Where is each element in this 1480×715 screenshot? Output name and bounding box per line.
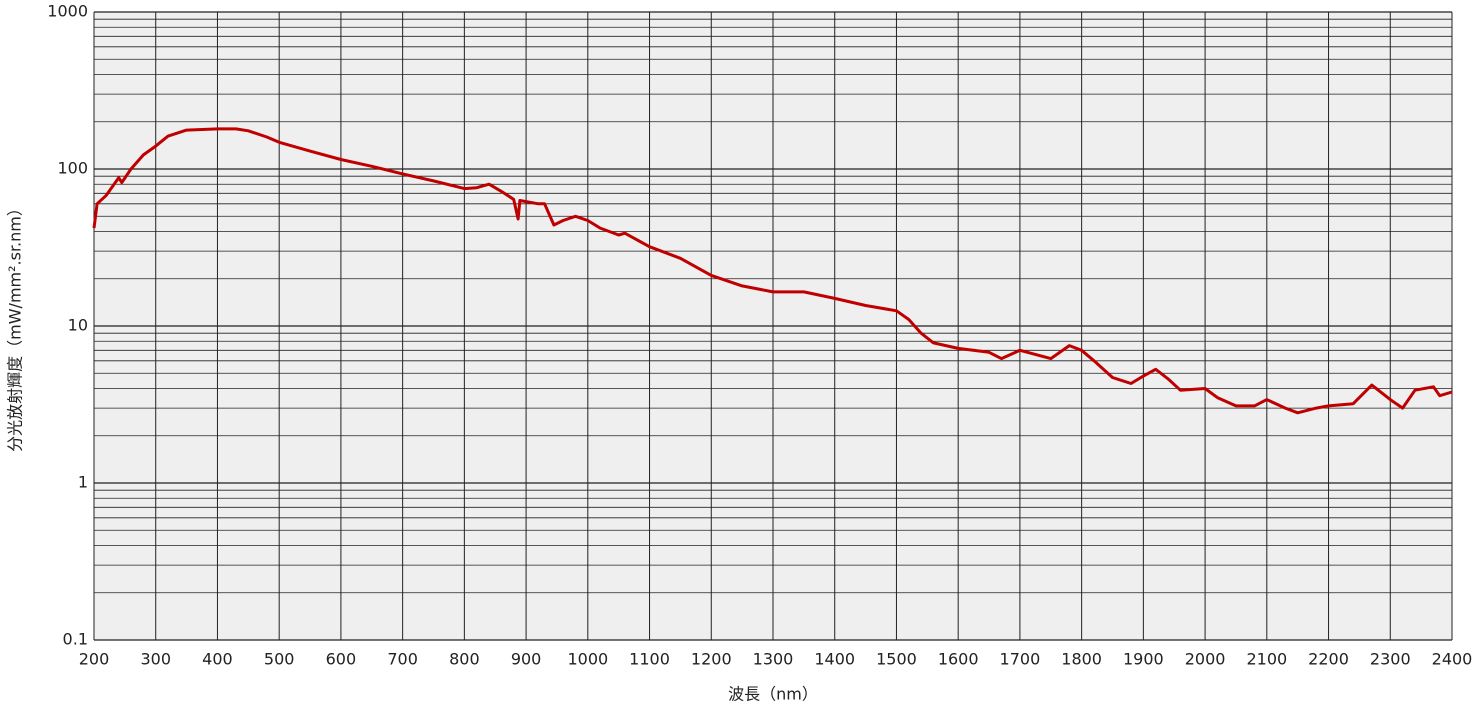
x-tick-label: 1500 (876, 650, 917, 669)
x-axis-label: 波長（nm） (728, 685, 818, 704)
data-line (92, 127, 1453, 415)
x-tick-label: 600 (326, 650, 357, 669)
x-tick-label: 700 (387, 650, 418, 669)
x-tick-label: 900 (511, 650, 542, 669)
x-tick-label: 200 (79, 650, 110, 669)
x-tick-label: 1100 (629, 650, 670, 669)
x-tick-label: 1000 (567, 650, 608, 669)
x-tick-label: 1600 (938, 650, 979, 669)
y-tick-label: 10 (68, 316, 88, 335)
x-tick-label: 1800 (1061, 650, 1102, 669)
y-tick-label: 0.1 (63, 630, 88, 649)
x-tick-label: 2300 (1370, 650, 1411, 669)
x-tick-label: 300 (140, 650, 171, 669)
x-tick-label: 1900 (1123, 650, 1164, 669)
x-tick-label: 2000 (1185, 650, 1226, 669)
y-axis-label: 分光放射輝度（mW/mm².sr.nm） (6, 200, 25, 452)
x-tick-label: 2200 (1308, 650, 1349, 669)
y-tick-label: 1 (78, 473, 88, 492)
x-tick-label: 2400 (1432, 650, 1473, 669)
x-tick-label: 1400 (814, 650, 855, 669)
y-tick-label: 100 (57, 159, 88, 178)
x-tick-label: 1200 (691, 650, 732, 669)
x-tick-label: 1700 (1000, 650, 1041, 669)
x-tick-label: 500 (264, 650, 295, 669)
x-tick-label: 400 (202, 650, 233, 669)
x-tick-label: 1300 (753, 650, 794, 669)
x-tick-label: 2100 (1246, 650, 1287, 669)
y-tick-label: 1000 (47, 2, 88, 21)
x-tick-label: 800 (449, 650, 480, 669)
